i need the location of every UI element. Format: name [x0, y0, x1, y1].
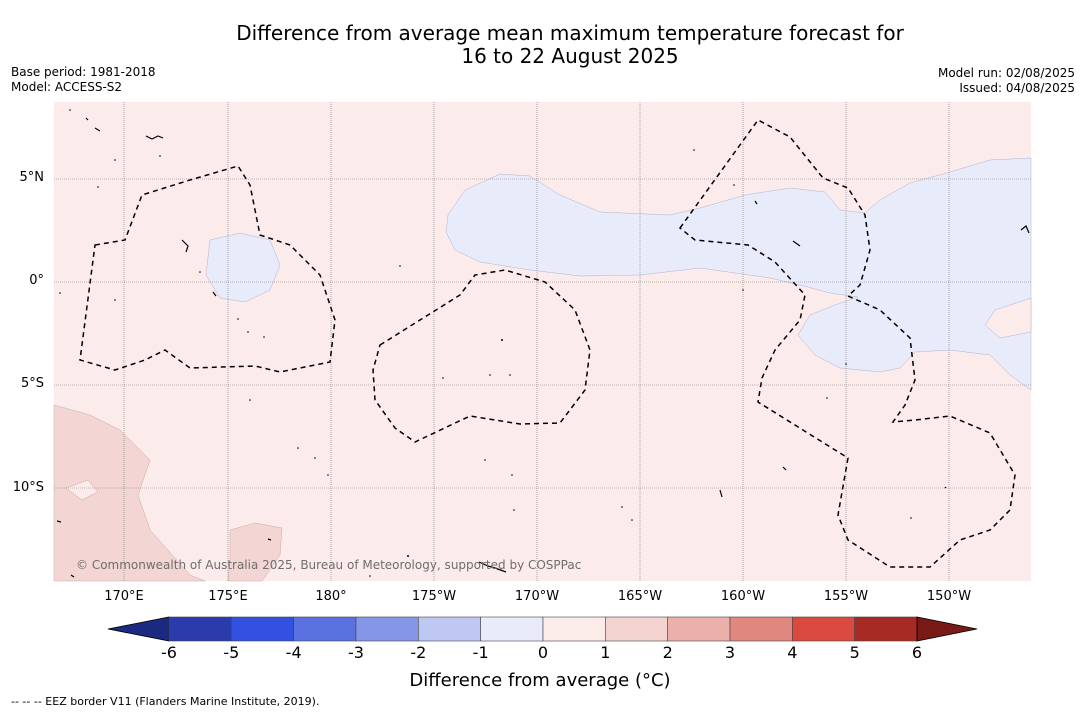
lat-label-5n: 5°N — [19, 170, 45, 185]
base-period: Base period: 1981-2018 — [11, 65, 156, 79]
eez-borders — [79, 119, 1016, 568]
lon-label-170e: 170°E — [104, 589, 144, 604]
colorbar — [107, 616, 978, 642]
cool-region-west — [205, 232, 281, 303]
colorbar-tick-label: -1 — [472, 643, 489, 662]
model-name: Model: ACCESS-S2 — [11, 80, 123, 94]
lon-label-160w: 160°W — [720, 589, 766, 604]
warm-region-southwest — [53, 404, 206, 582]
colorbar-segment — [542, 616, 606, 642]
eez-border-west — [79, 165, 336, 373]
neutral-patch-east — [984, 297, 1032, 339]
colorbar-under-arrow — [107, 616, 170, 642]
colorbar-segment — [729, 616, 793, 642]
colorbar-segment — [605, 616, 668, 642]
colorbar-tick-label: 1 — [600, 643, 611, 662]
colorbar-tick-label: 0 — [537, 643, 549, 662]
colorbar-tick-label: 6 — [911, 643, 923, 662]
colorbar-tick-label: -2 — [410, 643, 427, 662]
colorbar-tick-label: -4 — [285, 643, 302, 662]
colorbar-over-arrow — [916, 616, 978, 642]
colorbar-segment — [667, 616, 731, 642]
lat-label-0: 0° — [29, 273, 44, 288]
copyright-notice: © Commonwealth of Australia 2025, Bureau… — [76, 558, 582, 572]
colorbar-segment — [854, 616, 918, 642]
lon-label-175w: 175°W — [411, 589, 457, 604]
warm-region-south — [227, 522, 283, 582]
colorbar-segment — [418, 616, 481, 642]
title-line-2: 16 to 22 August 2025 — [461, 44, 679, 68]
colorbar-segment — [792, 616, 855, 642]
issued-date: Issued: 04/08/2025 — [959, 81, 1075, 95]
lon-label-165w: 165°W — [617, 589, 663, 604]
colorbar-title: Difference from average (°C) — [409, 670, 671, 691]
islands — [56, 117, 1030, 578]
lon-label-170w: 170°W — [514, 589, 560, 604]
lat-label-10s: 10°S — [12, 480, 44, 495]
map-title: Difference from average mean maximum tem… — [0, 22, 1085, 68]
title-line-1: Difference from average mean maximum tem… — [236, 21, 904, 45]
colorbar-segment — [231, 616, 294, 642]
colorbar-tick-label: 5 — [849, 643, 860, 662]
run-info: Model run: 02/08/2025 Issued: 04/08/2025 — [938, 66, 1075, 96]
colorbar-segment — [293, 616, 357, 642]
model-run: Model run: 02/08/2025 — [937, 66, 1075, 80]
small-islands — [59, 109, 912, 577]
colorbar-segment — [355, 616, 419, 642]
lon-label-175e: 175°E — [208, 589, 248, 604]
colorbar-tick-label: 3 — [724, 643, 736, 662]
lat-label-5s: 5°S — [20, 376, 44, 391]
cool-region-central — [445, 157, 1032, 391]
colorbar-tick-label: 4 — [787, 643, 798, 662]
colorbar-segment — [480, 616, 544, 642]
eez-border-east — [678, 119, 1016, 568]
colorbar-tick-label: -5 — [223, 643, 240, 662]
base-info: Base period: 1981-2018 Model: ACCESS-S2 — [11, 65, 156, 95]
eez-border-central — [372, 269, 591, 443]
lon-label-150w: 150°W — [926, 589, 972, 604]
lon-label-155w: 155°W — [823, 589, 869, 604]
lon-label-180: 180° — [315, 589, 347, 604]
colorbar-tick-label: -6 — [161, 643, 177, 662]
colorbar-tick-label: -3 — [348, 643, 364, 662]
colorbar-tick-label: 2 — [662, 643, 673, 662]
eez-footnote: -- -- -- EEZ border V11 (Flanders Marine… — [11, 695, 320, 708]
neutral-patch — [65, 479, 99, 501]
colorbar-segment — [168, 616, 232, 642]
